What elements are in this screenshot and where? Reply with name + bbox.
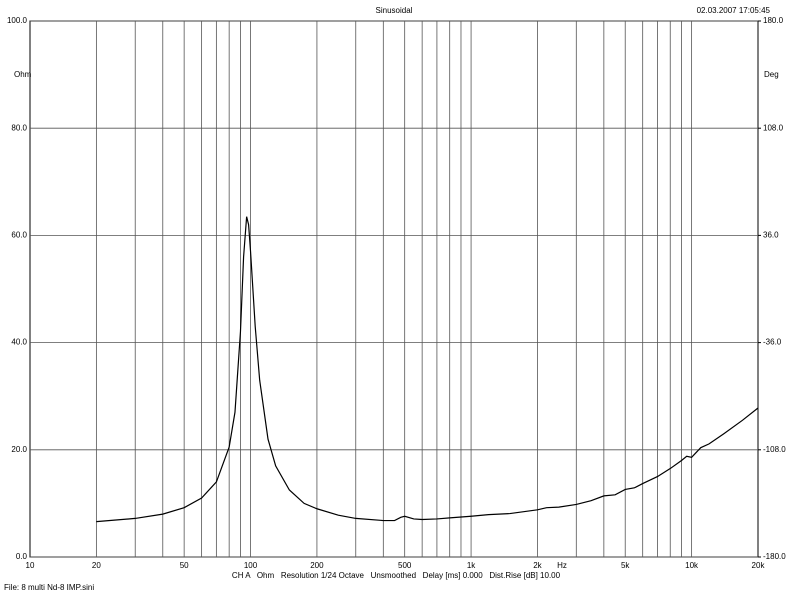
y-tick-label: 100.0 (7, 16, 28, 25)
x-tick-label: 2k (533, 561, 542, 570)
y-tick-label: 40.0 (11, 338, 27, 347)
x-tick-label: 50 (180, 561, 189, 570)
x-tick-label: 20k (752, 561, 766, 570)
status-line: CH A Ohm Resolution 1/24 Octave Unsmooth… (232, 571, 561, 580)
x-tick-label: 100 (244, 561, 258, 570)
x-tick-label: 10k (685, 561, 699, 570)
y-tick-label: 60.0 (11, 231, 27, 240)
y-tick-label: 0.0 (16, 552, 28, 561)
x-tick-label: 5k (621, 561, 630, 570)
x-tick-label: 500 (398, 561, 412, 570)
y-tick-label: 20.0 (11, 445, 27, 454)
file-name: File: 8 multi Nd-8 IMP.sini (4, 583, 94, 592)
y2-tick-label: 180.0 (763, 16, 784, 25)
x-tick-label: 20 (92, 561, 101, 570)
y2-tick-label: 36.0 (763, 231, 779, 240)
chart-title: Sinusoidal (376, 6, 413, 15)
x-tick-label: 1k (467, 561, 476, 570)
y-tick-label: 80.0 (11, 123, 27, 132)
x-tick-label: 200 (310, 561, 324, 570)
y2-tick-label: -180.0 (763, 552, 786, 561)
y2-tick-label: -36.0 (763, 338, 782, 347)
timestamp: 02.03.2007 17:05:45 (697, 6, 771, 15)
x-unit: Hz (557, 561, 567, 570)
impedance-line (96, 216, 759, 523)
y2-tick-label: -108.0 (763, 445, 786, 454)
y2-tick-label: 108.0 (763, 123, 784, 132)
y2-unit: Deg (764, 70, 779, 79)
x-tick-label: 10 (26, 561, 35, 570)
y-unit: Ohm (14, 70, 32, 79)
